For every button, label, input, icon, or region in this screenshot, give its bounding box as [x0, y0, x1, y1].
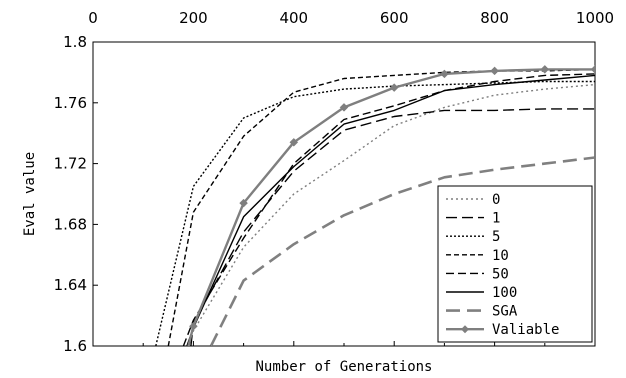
- legend-label: 0: [492, 192, 500, 208]
- legend-label: 5: [492, 229, 500, 245]
- series-line-50: [182, 73, 595, 346]
- y-tick-label: 1.76: [54, 94, 87, 112]
- series-line-1: [190, 108, 595, 346]
- series-point-valiable: [440, 69, 449, 79]
- y-tick-label: 1.68: [54, 215, 87, 233]
- x-tick-label: 200: [179, 9, 208, 27]
- series-line-valiable: [187, 68, 595, 346]
- series-point-valiable: [289, 137, 299, 147]
- x-tick-label: 0: [88, 9, 98, 27]
- series-point-valiable: [189, 321, 198, 331]
- legend-box: [437, 185, 593, 343]
- series-line-100: [186, 74, 595, 346]
- y-tick-label: 1.72: [54, 155, 87, 173]
- legend-label: 10: [492, 248, 509, 264]
- legend-label: SGA: [492, 304, 518, 320]
- x-axis-title: Number of Generations: [255, 359, 432, 375]
- legend: 0 1 5 10 50 100 SGA Valiable: [437, 185, 593, 343]
- series-point-valiable: [239, 198, 248, 208]
- x-axis-ticks: 0 200 400 600 800 1000: [88, 9, 614, 346]
- legend-label: 1: [492, 211, 500, 227]
- x-tick-label: 400: [279, 9, 308, 27]
- x-tick-label: 1000: [576, 9, 614, 27]
- legend-label: Valiable: [492, 322, 559, 338]
- series-layer: [155, 65, 595, 346]
- y-axis-ticks: 1.6 1.64 1.68 1.72 1.76 1.8: [54, 33, 98, 355]
- series-point-valiable: [339, 103, 349, 112]
- x-tick-label: 800: [480, 9, 509, 27]
- y-tick-label: 1.8: [63, 33, 87, 51]
- legend-label: 100: [492, 285, 517, 301]
- series-point-valiable: [540, 65, 550, 74]
- x-tick-label: 600: [380, 9, 409, 27]
- series-point-valiable: [590, 65, 595, 74]
- y-tick-label: 1.6: [63, 337, 87, 355]
- legend-marker: [461, 325, 469, 334]
- legend-label: 50: [492, 266, 509, 282]
- series-point-valiable: [490, 66, 499, 76]
- series-line-sga: [209, 156, 595, 346]
- y-tick-label: 1.64: [54, 276, 87, 294]
- series-point-valiable: [389, 83, 399, 92]
- y-axis-title: Eval value: [22, 152, 38, 236]
